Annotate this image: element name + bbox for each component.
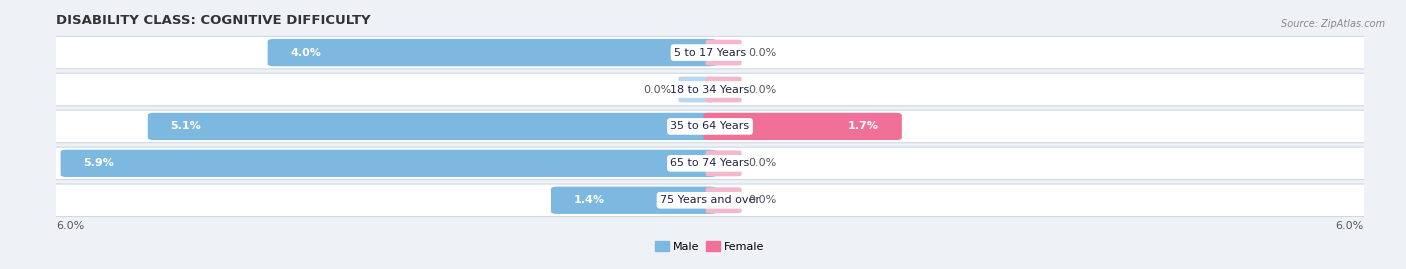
Text: 0.0%: 0.0% (748, 48, 776, 58)
Legend: Male, Female: Male, Female (651, 237, 769, 256)
Text: 0.0%: 0.0% (748, 158, 776, 168)
FancyBboxPatch shape (706, 187, 741, 213)
Text: 65 to 74 Years: 65 to 74 Years (671, 158, 749, 168)
FancyBboxPatch shape (45, 36, 1375, 69)
FancyBboxPatch shape (703, 113, 901, 140)
Text: 5 to 17 Years: 5 to 17 Years (673, 48, 747, 58)
Text: 4.0%: 4.0% (291, 48, 322, 58)
Text: DISABILITY CLASS: COGNITIVE DIFFICULTY: DISABILITY CLASS: COGNITIVE DIFFICULTY (56, 14, 371, 27)
FancyBboxPatch shape (60, 150, 717, 177)
Text: 75 Years and over: 75 Years and over (659, 195, 761, 205)
Text: 1.4%: 1.4% (574, 195, 605, 205)
Text: 0.0%: 0.0% (748, 84, 776, 94)
Text: 1.7%: 1.7% (848, 121, 879, 132)
FancyBboxPatch shape (706, 40, 741, 66)
FancyBboxPatch shape (45, 147, 1375, 180)
FancyBboxPatch shape (551, 187, 717, 214)
FancyBboxPatch shape (706, 150, 741, 176)
Text: 0.0%: 0.0% (748, 195, 776, 205)
FancyBboxPatch shape (45, 73, 1375, 106)
FancyBboxPatch shape (45, 184, 1375, 217)
FancyBboxPatch shape (706, 77, 741, 102)
Text: 35 to 64 Years: 35 to 64 Years (671, 121, 749, 132)
Text: 18 to 34 Years: 18 to 34 Years (671, 84, 749, 94)
FancyBboxPatch shape (148, 113, 717, 140)
FancyBboxPatch shape (267, 39, 717, 66)
FancyBboxPatch shape (45, 110, 1375, 143)
FancyBboxPatch shape (679, 77, 714, 102)
Text: 5.9%: 5.9% (83, 158, 114, 168)
Text: 6.0%: 6.0% (56, 221, 84, 231)
Text: Source: ZipAtlas.com: Source: ZipAtlas.com (1281, 19, 1385, 29)
Text: 6.0%: 6.0% (1336, 221, 1364, 231)
Text: 0.0%: 0.0% (644, 84, 672, 94)
Text: 5.1%: 5.1% (170, 121, 201, 132)
